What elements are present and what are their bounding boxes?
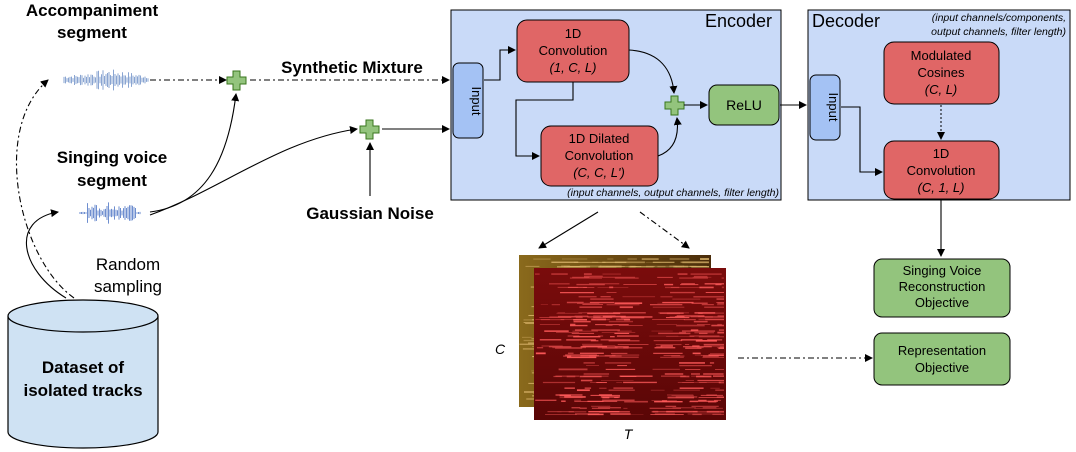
decoder-conv-box: [883, 140, 1000, 200]
accompaniment-waveform: [63, 69, 149, 91]
spectrogram-x-label: T: [624, 426, 634, 442]
decoder-cosines-label-3: (C, L): [925, 82, 958, 97]
singing-voice-waveform: [79, 202, 141, 224]
singing-to-noise-plus-curve: [149, 126, 358, 216]
decoder-note-2: output channels, filter length): [931, 26, 1066, 38]
spectrogram-front: [534, 268, 726, 420]
dataset-cylinder: [7, 299, 159, 449]
accompaniment-label: Accompaniment: [26, 1, 159, 20]
sampling-arrow-to-accompaniment: [16, 79, 75, 299]
encoder-conv-label-2: Convolution: [539, 43, 608, 58]
decoder-cosines-label-2: Cosines: [918, 65, 965, 80]
decoder-cosines-label-1: Modulated: [911, 48, 972, 63]
encoder-to-spectrogram-arrow-2: [639, 211, 690, 249]
noise-plus-icon: [359, 119, 380, 140]
dataset-label: Dataset of: [42, 358, 125, 377]
encoder-conv-label-3: (1, C, L): [550, 60, 597, 75]
random-sampling-label: Random: [96, 255, 160, 274]
decoder-note-1: (input channels/components,: [932, 12, 1066, 24]
decoder-input-to-conv-arrow: [841, 106, 883, 176]
input-to-conv-arrow: [484, 46, 516, 81]
encoder-input-label: Input: [469, 87, 484, 116]
encoder-params-note: (input channels, output channels, filter…: [567, 187, 779, 199]
conv-to-plus-arrow: [628, 49, 678, 94]
encoder-dilated-label-2: Convolution: [565, 148, 634, 163]
singing-voice-objective-box: [873, 258, 1011, 318]
sampling-arrow-to-singing: [25, 209, 67, 299]
accompaniment-label-2: segment: [57, 23, 127, 42]
dilated-to-plus-arrow: [657, 117, 682, 157]
singing-voice-label-2: segment: [77, 171, 147, 190]
encoder-relu-box: [708, 84, 780, 126]
dataset-label-2: isolated tracks: [23, 381, 142, 400]
random-sampling-label-2: sampling: [94, 277, 162, 296]
mixture-plus-icon: [226, 70, 247, 91]
encoder-dilated-label-3: (C, C, L'): [573, 165, 625, 180]
conv-to-dilated-arrow: [515, 82, 574, 160]
decoder-input-box: [809, 74, 841, 141]
singing-objective-label-3: Objective: [915, 295, 969, 310]
decoder-conv-label-3: (C, 1, L): [918, 180, 965, 195]
gaussian-noise-label: Gaussian Noise: [306, 204, 434, 223]
singing-objective-label-1: Singing Voice: [903, 263, 982, 278]
repr-objective-label-2: Objective: [915, 360, 969, 375]
decoder-input-label: Input: [826, 93, 841, 122]
repr-objective-label-1: Representation: [898, 343, 986, 358]
singing-voice-label: Singing voice: [57, 148, 168, 167]
decoder-cosines-box: [883, 41, 1000, 105]
synthetic-mixture-label: Synthetic Mixture: [281, 58, 423, 77]
encoder-title: Encoder: [705, 11, 772, 31]
decoder-conv-label-1: 1D: [933, 146, 950, 161]
encoder-relu-label: ReLU: [726, 97, 762, 113]
decoder-title: Decoder: [812, 11, 880, 31]
encoder-conv-label-1: 1D: [565, 26, 582, 41]
encoder-dilated-label-1: 1D Dilated: [569, 131, 630, 146]
singing-objective-label-2: Reconstruction: [899, 279, 986, 294]
encoder-input-box: [452, 62, 484, 139]
spectrogram-y-label: C: [495, 341, 506, 357]
encoder-to-spectrogram-arrow-1: [538, 211, 599, 249]
representation-objective-box: [873, 332, 1011, 386]
decoder-conv-label-2: Convolution: [907, 163, 976, 178]
encoder-plus-icon: [664, 95, 685, 116]
